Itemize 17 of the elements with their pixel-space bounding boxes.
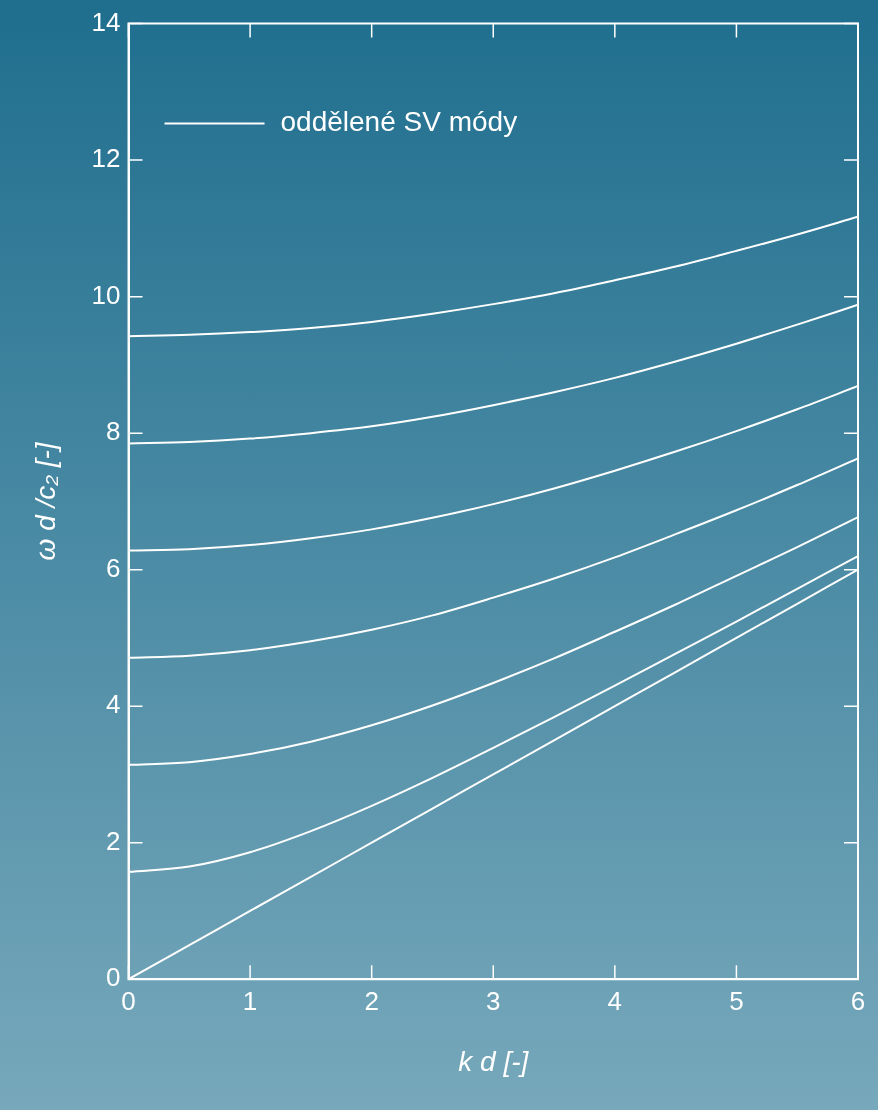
x-tick-label: 2 [364, 985, 379, 1016]
legend-label: oddělené SV módy [280, 106, 518, 138]
x-tick-label: 3 [486, 985, 501, 1016]
y-tick-label: 10 [91, 279, 121, 310]
y-tick-label: 6 [106, 552, 121, 583]
x-tick-label: 4 [607, 985, 623, 1016]
y-axis-title: ω d /c₂ [-] [29, 441, 61, 561]
y-tick-label: 14 [91, 6, 121, 37]
y-tick-label: 12 [91, 143, 121, 174]
y-tick-label: 2 [106, 825, 121, 856]
y-tick-label: 8 [106, 416, 121, 447]
x-tick-label: 5 [729, 985, 744, 1016]
x-tick-label: 1 [242, 985, 258, 1016]
y-tick-label: 4 [106, 689, 121, 720]
y-tick-label: 0 [106, 962, 121, 993]
x-axis-title: k d [-] [458, 1046, 530, 1077]
x-tick-label: 6 [850, 985, 866, 1016]
